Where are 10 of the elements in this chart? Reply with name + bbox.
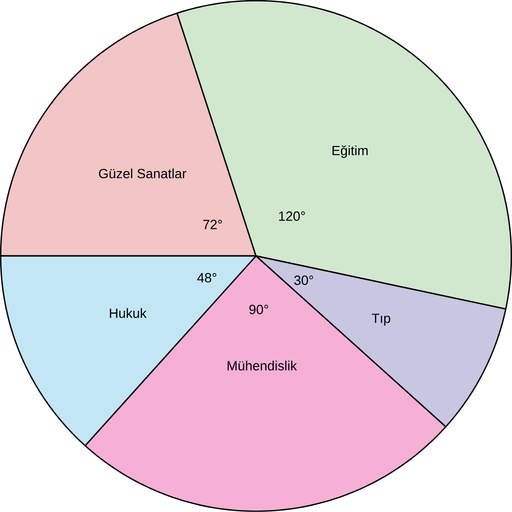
data-label: 90° [249,304,268,314]
slice-label: Mühendislik [228,360,297,371]
data-label: 48° [197,273,216,283]
slice-label: Eğitim [332,145,368,158]
data-label: 30° [294,276,314,286]
data-label: 120° [279,211,305,221]
slice-label: Tıp [372,314,390,326]
slice-label: Güzel Sanatlar [98,168,186,178]
data-label: 72° [203,220,222,230]
slice-label: Hukuk [110,308,147,318]
